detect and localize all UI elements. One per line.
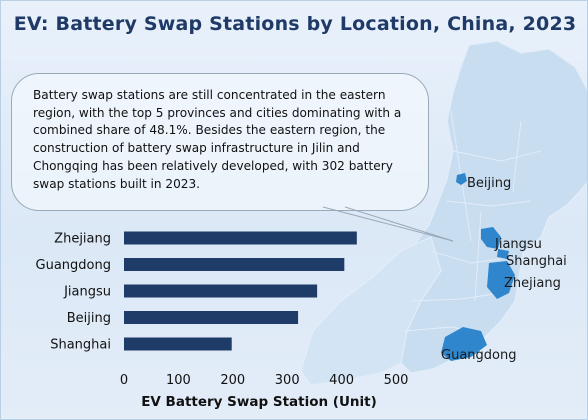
bar-zhejiang bbox=[124, 231, 357, 245]
map-land bbox=[396, 40, 587, 374]
x-tick-label: 0 bbox=[120, 373, 128, 388]
x-tick-label: 200 bbox=[220, 373, 245, 388]
callout-pointer bbox=[322, 206, 454, 242]
map-label-jiangsu: Jiangsu bbox=[494, 237, 542, 252]
category-labels: Zhejiang Guangdong Jiangsu Beijing Shanghai bbox=[36, 232, 111, 353]
bar-beijing bbox=[124, 311, 299, 324]
map-jiangsu bbox=[481, 227, 501, 249]
category-label-zhejiang: Zhejiang bbox=[54, 232, 111, 247]
callout-pointer-2 bbox=[344, 206, 454, 242]
x-tick-label: 500 bbox=[384, 373, 409, 388]
x-tick-labels: 0 100 200 300 400 500 bbox=[120, 373, 409, 388]
map-label-beijing: Beijing bbox=[467, 176, 511, 191]
map-land-west bbox=[300, 236, 442, 386]
x-tick-label: 400 bbox=[329, 373, 354, 388]
category-label-shanghai: Shanghai bbox=[50, 338, 111, 353]
bar-guangdong bbox=[124, 258, 345, 271]
map-label-shanghai: Shanghai bbox=[506, 254, 567, 269]
bar-series bbox=[124, 231, 357, 351]
province-borders bbox=[404, 110, 542, 334]
map-shanghai bbox=[497, 249, 509, 259]
category-label-jiangsu: Jiangsu bbox=[63, 285, 111, 300]
map-label-guangdong: Guangdong bbox=[441, 348, 516, 363]
map-label-zhejiang: Zhejiang bbox=[504, 276, 561, 291]
annotation-callout: Battery swap stations are still concentr… bbox=[11, 73, 429, 211]
x-tick-label: 100 bbox=[166, 373, 191, 388]
x-tick-label: 300 bbox=[275, 373, 300, 388]
category-label-guangdong: Guangdong bbox=[36, 258, 111, 273]
category-label-beijing: Beijing bbox=[67, 311, 111, 326]
map-zhejiang bbox=[487, 261, 515, 299]
bar-jiangsu bbox=[124, 284, 318, 298]
chart-title: EV: Battery Swap Stations by Location, C… bbox=[13, 13, 577, 35]
bar-shanghai bbox=[124, 337, 232, 351]
map-guangdong bbox=[441, 327, 487, 361]
map-beijing bbox=[456, 173, 467, 185]
x-axis-label: EV Battery Swap Station (Unit) bbox=[141, 394, 377, 410]
